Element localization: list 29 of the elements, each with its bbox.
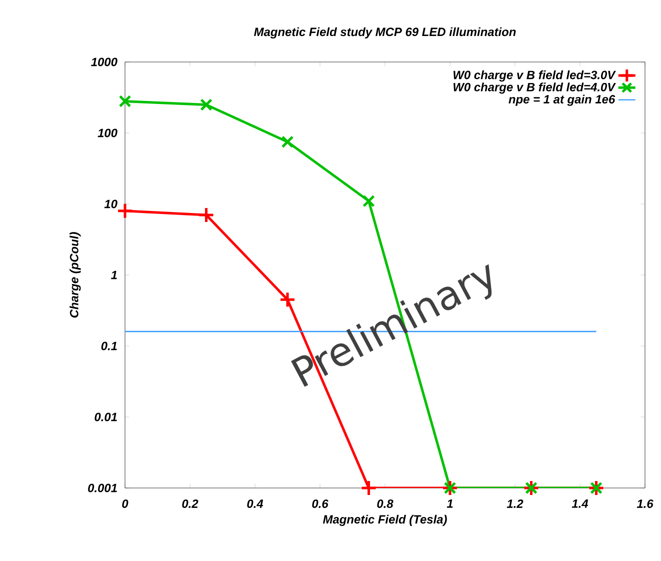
x-tick-label: 1.2 (506, 500, 524, 508)
y-tick-label: 1 (111, 270, 117, 280)
point (360, 480, 378, 496)
chart-title: Magnetic Field study MCP 69 LED illumination (254, 27, 516, 38)
legend-label: npe = 1 at gain 1e6 (508, 94, 616, 106)
y-tick-label: 0.001 (88, 484, 117, 492)
y-tick-label: 100 (98, 128, 118, 138)
legend-label: W0 charge v B field led=3.0V (454, 70, 616, 82)
legend-label: W0 charge v B field led=4.0V (454, 82, 616, 94)
point (198, 206, 215, 224)
point (281, 136, 294, 148)
y-tick-label: 0.1 (101, 342, 117, 350)
y-tick-label: 10 (104, 200, 118, 208)
y-axis-title: Charge (pCoul) (70, 232, 81, 318)
x-tick-label: 0.6 (312, 500, 328, 508)
x-tick-label: 1.4 (572, 500, 588, 508)
y-tick-label: 0.01 (94, 412, 117, 422)
x-axis-title: Magnetic Field (Tesla) (322, 514, 447, 526)
x-tick-label: 1 (446, 500, 453, 508)
x-tick-label: 0.8 (377, 500, 394, 508)
x-tick-label: 0 (122, 500, 128, 508)
point (118, 95, 132, 108)
point (362, 194, 375, 208)
x-tick-label: 0.4 (247, 500, 264, 508)
point (200, 98, 212, 111)
x-tick-label: 0.2 (182, 500, 198, 508)
x-tick-label: 1.6 (636, 500, 654, 508)
y-tick-label: 1000 (91, 58, 118, 66)
point (116, 202, 134, 220)
